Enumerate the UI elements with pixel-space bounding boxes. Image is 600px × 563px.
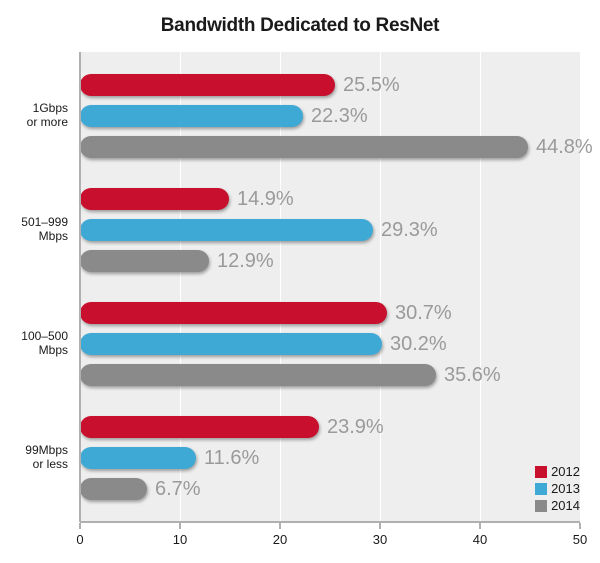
bar xyxy=(80,136,528,158)
bar-value-label: 22.3% xyxy=(311,105,368,128)
category-label: 99Mbpsor less xyxy=(0,444,68,472)
bar-value-label: 12.9% xyxy=(217,250,274,273)
x-tick-label: 20 xyxy=(273,532,287,547)
x-tick-label: 40 xyxy=(473,532,487,547)
bar xyxy=(80,250,209,272)
x-tick-mark xyxy=(279,523,281,529)
legend-swatch xyxy=(535,466,547,478)
bar xyxy=(80,364,436,386)
gridline xyxy=(380,52,381,522)
legend-item: 2014 xyxy=(535,498,580,513)
x-tick-label: 10 xyxy=(173,532,187,547)
x-tick-mark xyxy=(379,523,381,529)
x-tick-mark xyxy=(479,523,481,529)
legend-item: 2012 xyxy=(535,464,580,479)
category-label: 100–500Mbps xyxy=(0,330,68,358)
bar xyxy=(80,447,196,469)
chart-title: Bandwidth Dedicated to ResNet xyxy=(0,15,600,37)
legend-label: 2013 xyxy=(551,481,580,496)
legend-swatch xyxy=(535,500,547,512)
bar xyxy=(80,333,382,355)
legend-label: 2012 xyxy=(551,464,580,479)
y-axis-line xyxy=(79,52,81,522)
bandwidth-chart: Bandwidth Dedicated to ResNet 25.5% 22.3%… xyxy=(0,0,600,563)
legend: 2012 2013 2014 xyxy=(535,462,580,513)
gridline xyxy=(480,52,481,522)
bar xyxy=(80,74,335,96)
bar-value-label: 30.7% xyxy=(395,302,452,325)
bar-value-label: 29.3% xyxy=(381,219,438,242)
gridline xyxy=(580,52,581,522)
bar xyxy=(80,302,387,324)
x-axis-line xyxy=(80,521,580,523)
x-tick-mark xyxy=(79,523,81,529)
plot-inner: 25.5%22.3%44.8%14.9%29.3%12.9%30.7%30.2%… xyxy=(80,52,580,522)
bar-value-label: 25.5% xyxy=(343,74,400,97)
bar-value-label: 14.9% xyxy=(237,188,294,211)
plot-area: 25.5%22.3%44.8%14.9%29.3%12.9%30.7%30.2%… xyxy=(80,52,580,522)
legend-label: 2014 xyxy=(551,498,580,513)
bar xyxy=(80,416,319,438)
legend-swatch xyxy=(535,483,547,495)
x-tick-label: 30 xyxy=(373,532,387,547)
x-tick-label: 0 xyxy=(76,532,83,547)
bar-value-label: 30.2% xyxy=(390,333,447,356)
category-label: 1Gbpsor more xyxy=(0,102,68,130)
bar xyxy=(80,219,373,241)
bar-value-label: 23.9% xyxy=(327,416,384,439)
bar xyxy=(80,188,229,210)
bar-value-label: 44.8% xyxy=(536,136,593,159)
x-tick-mark xyxy=(179,523,181,529)
bar-value-label: 11.6% xyxy=(204,447,259,470)
x-tick-label: 50 xyxy=(573,532,587,547)
bar xyxy=(80,105,303,127)
bar-value-label: 6.7% xyxy=(155,478,201,501)
x-tick-mark xyxy=(579,523,581,529)
bar xyxy=(80,478,147,500)
legend-item: 2013 xyxy=(535,481,580,496)
category-label: 501–999Mbps xyxy=(0,216,68,244)
bar-value-label: 35.6% xyxy=(444,364,501,387)
